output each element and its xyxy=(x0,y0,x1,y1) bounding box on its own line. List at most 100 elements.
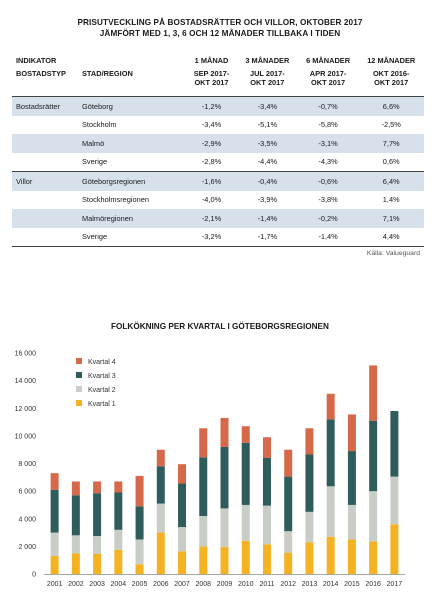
header-empty xyxy=(78,53,186,67)
bar-2010-kvartal-4 xyxy=(241,426,250,443)
header-row-1: INDIKATOR 1 MÅNAD 3 MÅNADER 6 MÅNADER 12… xyxy=(12,53,424,67)
cell-value: -4,0% xyxy=(201,195,222,205)
bar-2009-kvartal-4 xyxy=(220,417,229,447)
bar-2010-kvartal-2 xyxy=(241,504,250,541)
cell-value: 7,1% xyxy=(358,209,424,228)
cell-value: -1,2% xyxy=(186,96,237,116)
cell-value: -3,4% xyxy=(237,96,298,116)
cell-value: -1,7% xyxy=(237,227,298,247)
bar-2009-kvartal-3 xyxy=(220,446,229,509)
bar-2002-kvartal-3 xyxy=(71,495,80,536)
x-tick-label: 2006 xyxy=(153,581,169,588)
bar-2009-kvartal-1 xyxy=(220,547,229,574)
cell-value: -5,1% xyxy=(257,120,278,130)
y-tick-label: 12 000 xyxy=(15,406,37,413)
cell-value: -1,4% xyxy=(297,227,359,247)
x-tick-label: 2009 xyxy=(217,581,233,588)
cell-value: -2,1% xyxy=(186,209,237,228)
legend-label-kvartal-4: Kvartal 4 xyxy=(88,359,116,366)
cell-type xyxy=(12,209,78,228)
bar-2013-kvartal-3 xyxy=(305,454,314,512)
bar-2005-kvartal-2 xyxy=(135,539,144,565)
bar-2002-kvartal-1 xyxy=(71,553,80,574)
cell-type: Villor xyxy=(12,171,78,191)
cell-region: Stockholmsregionen xyxy=(82,195,149,205)
bar-2003-kvartal-2 xyxy=(93,536,102,554)
header-12-manader: 12 MÅNADER xyxy=(367,55,416,65)
bar-2012-kvartal-1 xyxy=(284,552,293,574)
bar-2017-kvartal-3 xyxy=(390,411,399,477)
bar-2016-kvartal-1 xyxy=(369,541,378,574)
bar-2014-kvartal-1 xyxy=(326,536,335,574)
bar-2014-kvartal-4 xyxy=(326,393,335,420)
bar-2012-kvartal-2 xyxy=(284,531,293,553)
legend-label-kvartal-1: Kvartal 1 xyxy=(88,401,116,408)
header-period-4: OKT 2016- OKT 2017 xyxy=(372,69,410,87)
bar-2010-kvartal-3 xyxy=(241,442,250,505)
bar-2004-kvartal-3 xyxy=(114,492,123,530)
cell-value: -2,5% xyxy=(381,120,401,130)
table-row: Malmöregionen -2,1% -1,4% -0,2% 7,1% xyxy=(12,209,424,228)
x-tick-label: 2016 xyxy=(365,581,381,588)
header-row-2: BOSTADSTYP STAD/REGION SEP 2017- OKT 2017… xyxy=(12,67,424,97)
x-tick-label: 2011 xyxy=(259,581,274,588)
bar-2005-kvartal-1 xyxy=(135,564,144,574)
y-tick-label: 14 000 xyxy=(15,378,37,385)
legend-swatch-kvartal-1 xyxy=(76,400,82,406)
bar-2009-kvartal-2 xyxy=(220,508,229,548)
bar-2010-kvartal-1 xyxy=(241,540,250,574)
legend-swatch-kvartal-3 xyxy=(76,372,82,378)
y-tick-label: 0 xyxy=(32,572,36,579)
bar-2014-kvartal-2 xyxy=(326,486,335,537)
legend-label-kvartal-2: Kvartal 2 xyxy=(88,387,116,394)
y-tick-label: 8 000 xyxy=(18,461,36,468)
bar-2012-kvartal-3 xyxy=(284,476,293,532)
cell-value: 6,6% xyxy=(358,96,424,116)
cell-value: 1,4% xyxy=(382,195,400,205)
x-tick-label: 2010 xyxy=(238,581,254,588)
table-title-line2: JÄMFÖRT MED 1, 3, 6 OCH 12 MÅNADER TILLB… xyxy=(99,29,341,38)
bar-2016-kvartal-3 xyxy=(369,420,378,492)
bar-2002-kvartal-2 xyxy=(71,535,80,554)
population-chart: 0 2 000 4 000 6 000 8 000 10 000 12 000 14 000 1… xyxy=(15,351,405,588)
table-title-line1: PRISUTVECKLING PÅ BOSTADSRÄTTER OCH VILL… xyxy=(77,18,363,27)
x-tick-label: 2007 xyxy=(174,581,190,588)
table-row: Malmö -2,9% -3,5% -3,1% 7,7% xyxy=(12,134,424,153)
legend-label-kvartal-3: Kvartal 3 xyxy=(88,373,116,380)
bar-2005-kvartal-3 xyxy=(135,506,144,540)
bar-2007-kvartal-1 xyxy=(178,551,187,574)
cell-value: 7,7% xyxy=(358,134,424,153)
bar-2005-kvartal-4 xyxy=(135,475,144,507)
cell-value: -0,7% xyxy=(297,96,359,116)
cell-value: -0,4% xyxy=(237,171,298,191)
header-stad-region: STAD/REGION xyxy=(82,69,133,78)
x-tick-label: 2015 xyxy=(344,581,360,588)
bar-2015-kvartal-3 xyxy=(347,451,356,505)
bar-2015-kvartal-1 xyxy=(347,539,356,574)
bar-2004-kvartal-1 xyxy=(114,549,123,574)
bar-2008-kvartal-2 xyxy=(199,515,208,547)
cell-type xyxy=(12,134,78,153)
chart-title: FOLKÖKNING PER KVARTAL I GÖTEBORGSREGION… xyxy=(111,322,329,331)
x-tick-label: 2003 xyxy=(89,581,105,588)
table-row: Villor Göteborgsregionen -1,6% -0,4% -0,6% 6,… xyxy=(12,171,424,191)
x-tick-label: 2013 xyxy=(302,581,318,588)
bar-2008-kvartal-3 xyxy=(199,457,208,516)
bar-2002-kvartal-4 xyxy=(71,481,80,496)
cell-value: -2,8% xyxy=(201,157,222,167)
cell-region: Göteborgsregionen xyxy=(78,171,186,191)
bar-2006-kvartal-2 xyxy=(156,503,165,533)
bar-2011-kvartal-4 xyxy=(262,437,271,458)
y-tick-label: 4 000 xyxy=(18,516,36,523)
header-6-manader: 6 MÅNADER xyxy=(306,55,351,65)
cell-value: -3,1% xyxy=(297,134,359,153)
cell-value: -1,6% xyxy=(186,171,237,191)
cell-value: -4,4% xyxy=(257,157,278,167)
bar-2003-kvartal-3 xyxy=(93,493,102,537)
header-indikator: INDIKATOR xyxy=(16,55,57,65)
x-tick-label: 2014 xyxy=(323,581,339,588)
bar-2003-kvartal-4 xyxy=(93,481,102,494)
header-3-manader: 3 MÅNADER xyxy=(245,55,290,65)
legend-swatch-kvartal-2 xyxy=(76,386,82,392)
bar-2008-kvartal-1 xyxy=(199,546,208,574)
